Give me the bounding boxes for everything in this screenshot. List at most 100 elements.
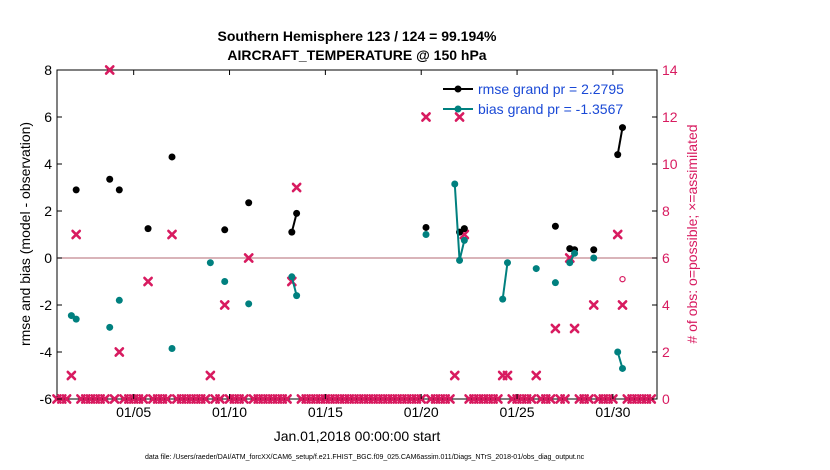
obs-assimilated-marker xyxy=(104,65,115,75)
obs-assimilated-marker xyxy=(526,394,537,404)
obs-assimilated-marker xyxy=(492,394,503,404)
obs-possible-marker xyxy=(619,275,626,283)
footer-data-file: data file: /Users/raeder/DAI/ATM_forcXX/… xyxy=(145,454,585,461)
y2-tick-label: 8 xyxy=(662,203,670,219)
obs-assimilated-marker xyxy=(205,370,216,381)
chart-title: Southern Hemisphere 123 / 124 = 99.194% xyxy=(218,28,498,44)
series-bias-point xyxy=(571,249,579,257)
series-bias-point xyxy=(288,273,296,281)
x-tick-label: 01/05 xyxy=(116,404,151,420)
y2-axis-label: # of obs: o=possible; ×=assimilated xyxy=(684,124,700,343)
series-rmse-point xyxy=(221,226,229,234)
series-bias-point xyxy=(206,259,214,267)
legend-bias-label: bias grand pr = -1.3567 xyxy=(478,101,623,117)
y2-tick-label: 12 xyxy=(662,109,678,125)
obs-assimilated-marker xyxy=(588,300,599,310)
series-bias-point xyxy=(460,236,468,244)
series-bias-point xyxy=(422,231,430,238)
obs-assimilated-marker xyxy=(219,300,230,310)
obs-assimilated-marker xyxy=(291,182,302,193)
series-rmse-point xyxy=(144,225,152,233)
y2-tick-label: 0 xyxy=(662,391,670,407)
obs-assimilated-marker xyxy=(449,370,460,381)
obs-assimilated-marker xyxy=(502,370,513,381)
obs-assimilated-marker xyxy=(550,323,561,334)
series-rmse-point xyxy=(288,228,296,236)
series-rmse-point xyxy=(293,209,301,217)
series-bias-point xyxy=(115,296,123,304)
series-bias xyxy=(67,180,626,372)
x-axis-label: Jan.01,2018 00:00:00 start xyxy=(274,428,441,444)
series-bias-point xyxy=(614,348,622,356)
obs-assimilated-marker xyxy=(282,394,292,404)
y-tick-label: 2 xyxy=(44,203,52,219)
legend-bias-marker xyxy=(454,105,462,113)
series-bias-point xyxy=(532,265,540,273)
obs-assimilated-marker xyxy=(584,394,594,404)
y-tick-label: 6 xyxy=(44,109,52,125)
series-bias-point xyxy=(590,254,598,262)
y-axis-label: rmse and bias (model - observation) xyxy=(17,122,33,346)
series-bias-point xyxy=(245,300,253,308)
obs-assimilated-marker xyxy=(531,370,542,381)
obs-assimilated-marker xyxy=(454,112,465,122)
x-tick-label: 01/25 xyxy=(500,404,535,420)
legend-rmse-marker xyxy=(454,85,462,93)
series-bias-point xyxy=(451,180,459,188)
series-bias-point xyxy=(499,295,507,303)
y2-tick-label: 14 xyxy=(662,62,678,78)
series-rmse-line xyxy=(616,127,624,155)
series-rmse-point xyxy=(106,175,114,183)
series-bias-point xyxy=(618,364,626,372)
obs-assimilated-marker xyxy=(66,370,77,381)
obs-assimilated-marker xyxy=(167,229,177,240)
series-rmse-point xyxy=(72,186,80,194)
y2-tick-label: 2 xyxy=(662,344,670,360)
series-rmse-point xyxy=(618,124,626,132)
series-rmse-point xyxy=(614,151,622,159)
obs-assimilated-marker xyxy=(421,112,431,122)
y2-tick-label: 6 xyxy=(662,250,670,266)
obs-assimilated-marker xyxy=(617,300,628,310)
legend-rmse-label: rmse grand pr = 2.2795 xyxy=(478,81,624,97)
y-tick-label: 0 xyxy=(44,250,52,266)
y-tick-label: -4 xyxy=(40,344,53,360)
obs-assimilated-marker xyxy=(445,394,455,404)
series-rmse-point xyxy=(551,222,559,230)
series-rmse-point xyxy=(460,225,468,233)
series-rmse-point xyxy=(115,186,123,194)
x-tick-label: 01/10 xyxy=(212,404,247,420)
series-bias-point xyxy=(106,323,114,331)
series-bias-point xyxy=(67,312,75,320)
obs-assimilated-marker xyxy=(646,394,657,404)
series-bias-point xyxy=(551,279,559,287)
obs-assimilated-marker xyxy=(109,394,120,404)
obs-assimilated-marker xyxy=(560,394,570,404)
series-rmse-point xyxy=(168,153,176,161)
obs-assimilated-marker xyxy=(215,394,225,404)
series-bias-point xyxy=(168,344,176,352)
y-tick-label: 4 xyxy=(44,156,52,172)
series-bias-point xyxy=(221,278,229,285)
chart-subtitle: AIRCRAFT_TEMPERATURE @ 150 hPa xyxy=(227,47,486,63)
y-tick-label: -6 xyxy=(40,391,53,407)
obs-assimilated-marker xyxy=(114,347,125,357)
series-bias-point xyxy=(566,259,574,267)
x-tick-label: 01/20 xyxy=(404,404,439,420)
obs-assimilated-marker xyxy=(200,394,211,404)
obs-assimilated-marker xyxy=(162,394,173,404)
obs-assimilated-marker xyxy=(61,394,72,404)
plot-area xyxy=(56,69,658,400)
x-tick-label: 01/30 xyxy=(595,404,630,420)
x-tick-label: 01/15 xyxy=(308,404,343,420)
series-bias-point xyxy=(293,292,301,300)
series-bias-point xyxy=(503,259,511,267)
obs-assimilated-marker xyxy=(243,253,254,263)
series-bias-point xyxy=(72,315,80,323)
series-rmse-point xyxy=(245,199,253,207)
y2-tick-label: 10 xyxy=(662,156,678,172)
obs-assimilated-marker xyxy=(71,229,82,240)
series-rmse-point xyxy=(590,246,598,254)
series-bias-line xyxy=(501,262,509,300)
